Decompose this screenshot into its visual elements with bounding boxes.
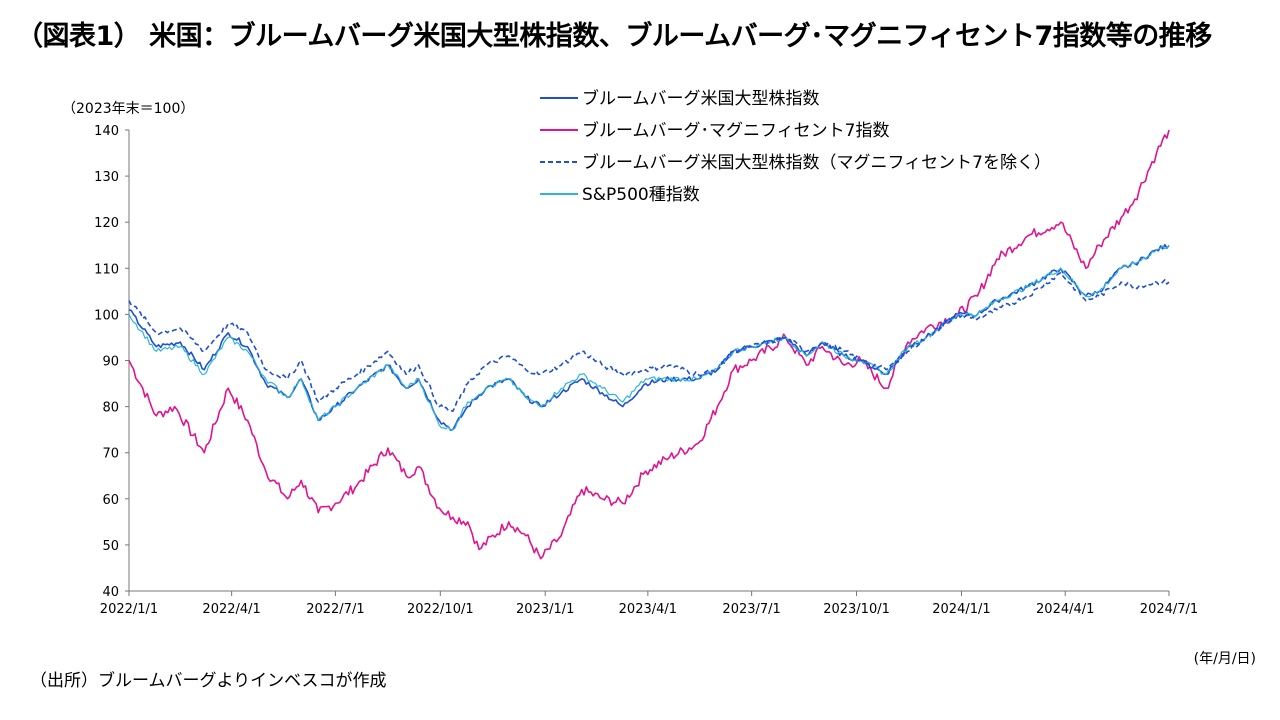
legend-label-3: ブルームバーグ米国大型株指数（マグニフィセント7を除く） [582,152,1051,173]
series-lines [128,129,1170,560]
series-line-3 [128,272,1170,412]
x-ticks: 2022/1/1 2022/4/1 2022/7/1 2022/10/1 2023/1/… [100,591,1198,617]
x-tick-label: 2023/4/1 [619,602,677,617]
x-tick-label: 2022/4/1 [202,602,260,617]
y-tick-label: 80 [102,401,119,416]
x-tick-label: 2024/4/1 [1036,602,1094,617]
series-line-4 [128,244,1170,431]
y-tick-label: 140 [94,124,119,139]
x-axis-unit: (年/月/日) [1193,651,1256,667]
y-ticks: 40 50 60 70 80 90 100 110 120 130 140 [94,124,129,600]
legend: ブルームバーグ米国大型株指数ブルームバーグ･マグニフィセント7指数ブルームバーグ… [540,88,1051,205]
series-line-1 [128,243,1170,432]
y-axis-unit: （2023年末＝100） [62,101,195,117]
series-line-2 [128,129,1170,560]
y-tick-label: 110 [94,262,119,277]
legend-label-2: ブルームバーグ･マグニフィセント7指数 [582,120,889,141]
legend-label-4: S&P500種指数 [582,185,700,205]
y-tick-label: 90 [102,355,119,370]
x-tick-label: 2022/1/1 [100,602,158,617]
x-tick-label: 2023/1/1 [516,602,574,617]
y-tick-label: 40 [102,585,119,600]
source-note: （出所）ブルームバーグよりインベスコが作成 [30,671,387,691]
y-tick-label: 60 [102,493,119,508]
y-tick-label: 70 [102,447,119,462]
y-tick-label: 120 [94,216,119,231]
y-tick-label: 100 [94,308,119,323]
x-tick-label: 2022/7/1 [306,602,364,617]
x-tick-label: 2022/10/1 [407,602,474,617]
y-tick-label: 50 [102,539,119,554]
x-tick-label: 2024/1/1 [932,602,990,617]
x-tick-label: 2023/7/1 [722,602,780,617]
x-tick-label: 2023/10/1 [823,602,890,617]
y-tick-label: 130 [94,170,119,185]
page-title: （図表1） 米国：ブルームバーグ米国大型株指数、ブルームバーグ･マグニフィセント… [16,21,1212,52]
legend-label-1: ブルームバーグ米国大型株指数 [582,88,820,109]
x-tick-label: 2024/7/1 [1140,602,1198,617]
